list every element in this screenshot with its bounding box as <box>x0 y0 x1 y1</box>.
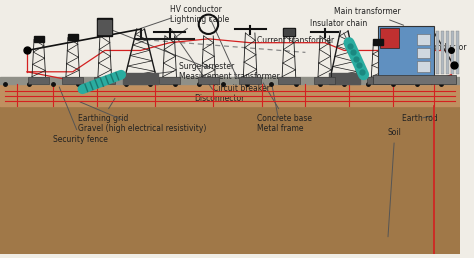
Text: Insulator chain: Insulator chain <box>310 19 367 61</box>
Bar <box>436 31 439 74</box>
Bar <box>0 106 460 254</box>
Text: Lightning cable: Lightning cable <box>170 15 229 40</box>
Bar <box>446 31 449 74</box>
Text: Circuit breaker: Circuit breaker <box>210 17 270 93</box>
Bar <box>123 73 158 84</box>
Bar <box>314 77 336 84</box>
Bar <box>283 28 295 36</box>
Bar <box>392 77 413 84</box>
Text: Earth rod: Earth rod <box>402 114 438 123</box>
Text: Disconnector: Disconnector <box>171 29 244 103</box>
Bar <box>441 31 444 74</box>
Text: Earthing grid: Earthing grid <box>78 98 128 123</box>
Text: HV conductor: HV conductor <box>141 5 221 28</box>
Bar <box>417 34 430 45</box>
Bar <box>0 77 460 84</box>
Bar <box>68 34 78 40</box>
Bar <box>451 31 454 74</box>
Text: Current transformer: Current transformer <box>257 32 334 45</box>
Text: LV conductor: LV conductor <box>417 43 466 63</box>
Text: Main transformer: Main transformer <box>335 7 404 25</box>
Bar <box>98 20 111 34</box>
Bar <box>284 29 294 35</box>
Bar <box>456 31 459 74</box>
Bar <box>62 77 83 84</box>
Bar <box>374 39 383 45</box>
Text: Concrete base: Concrete base <box>257 83 312 123</box>
Bar <box>367 77 389 84</box>
Bar <box>378 26 434 77</box>
Bar <box>34 36 44 42</box>
Bar <box>159 77 180 84</box>
Bar <box>417 61 430 72</box>
Bar <box>239 77 261 84</box>
Bar <box>28 77 49 84</box>
Text: Surge arrester: Surge arrester <box>100 62 235 81</box>
Bar <box>278 77 300 84</box>
Bar <box>198 77 219 84</box>
Text: Gravel (high electrical resistivity): Gravel (high electrical resistivity) <box>78 102 206 133</box>
Bar <box>380 28 400 47</box>
Bar <box>94 77 115 84</box>
Bar <box>0 84 460 106</box>
Bar <box>374 75 456 84</box>
Text: Metal frame: Metal frame <box>257 85 303 133</box>
Text: Measurement transformer: Measurement transformer <box>107 28 280 81</box>
Bar <box>328 73 360 84</box>
Bar <box>417 47 430 58</box>
Bar <box>97 19 112 36</box>
Text: Security fence: Security fence <box>54 87 108 144</box>
Text: Soil: Soil <box>388 128 401 237</box>
